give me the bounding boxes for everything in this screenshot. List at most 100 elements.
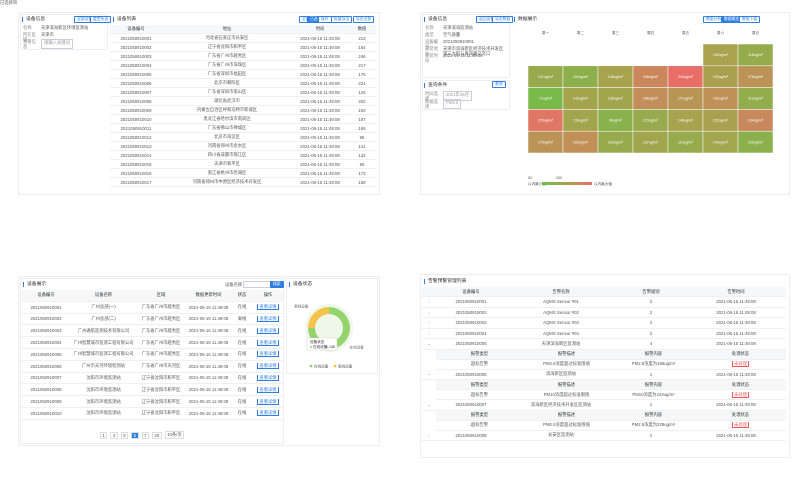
detail-button[interactable]: 查看详情 bbox=[257, 327, 279, 334]
table-row: › 2021050910001 AQMS Sensor #01 2 2021-06-15… bbox=[422, 297, 786, 308]
table-cell: 四川省成都市锦江区 bbox=[162, 152, 292, 158]
table-cell: 查看详情 bbox=[253, 327, 283, 334]
search-input[interactable] bbox=[243, 281, 271, 288]
table-row: 2021050910006 北京市朝阳区 2021-06-15 11:49:08 22… bbox=[110, 79, 376, 88]
cell-label: 146ug/m³ bbox=[608, 75, 624, 79]
expand-toggle[interactable]: ⌄ bbox=[427, 401, 431, 407]
cell-text: 2021-06-15 11:49:08 bbox=[188, 316, 229, 322]
table-cell: 内蒙古自治区呼和浩特市新城区 bbox=[162, 107, 292, 113]
detail-button[interactable]: 查看详情 bbox=[257, 363, 279, 370]
table-row: › 2021050910004 AQMS Sensor #04 2 2021-06-15… bbox=[422, 329, 786, 339]
expand-toggle[interactable]: › bbox=[428, 320, 430, 326]
cell-label: 194ug/m³ bbox=[748, 119, 764, 123]
table-cell: 2021050910015 bbox=[110, 162, 162, 167]
cell-text: 广东省广州市越秀区 bbox=[141, 351, 181, 357]
field: 安装时间 2021-05-15 11:49:08 bbox=[425, 53, 507, 63]
table-cell: 在线 bbox=[231, 340, 253, 346]
table-cell: 2021050910005 bbox=[21, 352, 71, 357]
day-label: 周六 bbox=[717, 30, 725, 35]
cell-text: 2021-06-15 11:49:08 bbox=[300, 170, 340, 176]
field-value[interactable]: 2021年06月 bbox=[443, 91, 472, 101]
cell-text: PM2.5浓度为186ug/m³ bbox=[631, 361, 676, 366]
cell-text: 2021050910012 bbox=[120, 134, 152, 140]
page-button[interactable]: 10条/页 bbox=[164, 431, 185, 439]
field-value[interactable]: PM2.5 bbox=[443, 99, 462, 109]
legend-label: 离线设备 bbox=[338, 363, 353, 368]
table-cell: 2021050910004 bbox=[455, 330, 487, 336]
table-row: ⌄ 2021050910006 滨海新区监测站 1 2021-06-15 11:49:0… bbox=[422, 370, 786, 380]
cell-text: 天津市和平区 bbox=[214, 161, 240, 166]
cell-text: 在线 bbox=[237, 398, 247, 404]
min-label: 以内最小值 bbox=[528, 181, 546, 186]
table-row: › 2021050910008 长安区监测站 1 2021-06-15 11:49:08 bbox=[422, 431, 786, 441]
tab[interactable]: 数据下载 bbox=[739, 16, 761, 23]
expand-toggle[interactable]: › bbox=[428, 309, 430, 315]
button[interactable]: 重置所选 bbox=[90, 16, 112, 23]
cell-text: 2021-06-15 11:49:08 bbox=[300, 143, 340, 149]
page-button[interactable]: 5 bbox=[120, 431, 129, 439]
cell-text: 广东省广州市越秀区 bbox=[207, 53, 247, 58]
scale-max: 250 bbox=[556, 176, 562, 180]
table-cell: AQMS Sensor #02 bbox=[543, 309, 579, 315]
cell-text: 2021050910002 bbox=[120, 44, 152, 50]
toolbar-label: 已选择项 bbox=[0, 0, 18, 5]
detail-button[interactable]: 查看详情 bbox=[257, 315, 279, 322]
detail-button[interactable]: 查看详情 bbox=[257, 410, 279, 417]
table-cell: 2021-06-15 11:49:08 bbox=[186, 340, 231, 345]
detail-button[interactable]: 查看详情 bbox=[257, 386, 279, 393]
detail-button[interactable]: 查看详情 bbox=[257, 339, 279, 346]
detail-button[interactable]: 查看详情 bbox=[257, 304, 279, 311]
section-title: 设备信息 bbox=[424, 17, 447, 22]
scale-bar bbox=[542, 182, 592, 185]
cell-text: PM2.5浓度超过标准限值 bbox=[543, 361, 590, 366]
button[interactable]: 查询 bbox=[492, 81, 506, 88]
detail-button[interactable]: 查看详情 bbox=[257, 351, 279, 358]
expand-toggle[interactable]: › bbox=[428, 299, 430, 305]
table-cell: 广州智慧城市监测工程有限公司 bbox=[71, 351, 136, 357]
sub-column-header: 处理状态 bbox=[731, 381, 750, 387]
table-cell: 查看详情 bbox=[253, 398, 283, 405]
search-button[interactable]: 搜索 bbox=[270, 281, 284, 288]
sub-cell: 未处理 bbox=[697, 361, 784, 367]
cell-label: 171ug/m³ bbox=[678, 97, 694, 101]
cell-text: 2021050910003 bbox=[120, 53, 152, 59]
sub-cell: 未处理 bbox=[697, 391, 784, 398]
button[interactable]: 导出数据 bbox=[492, 16, 514, 23]
expand-toggle[interactable]: ⌄ bbox=[427, 371, 431, 377]
tooltip-name: 在线设备 bbox=[313, 344, 328, 349]
cell-text: 2021050910011 bbox=[120, 125, 152, 131]
button[interactable]: 批量导出 bbox=[331, 16, 353, 23]
page-button[interactable]: 6 bbox=[131, 431, 139, 439]
field-label: 名称 bbox=[425, 25, 434, 30]
page-button[interactable]: 4 bbox=[110, 431, 118, 439]
slice-label: 离线设备 bbox=[294, 303, 309, 308]
page-button[interactable]: 1 bbox=[100, 431, 108, 439]
page-button[interactable]: 20 bbox=[151, 431, 162, 439]
field-label: 安装地址 bbox=[425, 46, 438, 56]
table-cell: 165 bbox=[348, 126, 376, 131]
table-cell: 在线 bbox=[231, 410, 253, 416]
sub-column-header: 报警描述 bbox=[557, 412, 576, 417]
cell-text: 96 bbox=[359, 161, 365, 167]
detail-button[interactable]: 查看详情 bbox=[257, 398, 279, 405]
expand-toggle[interactable]: ⌄ bbox=[427, 340, 431, 346]
cell-text: 213 bbox=[358, 35, 366, 41]
table-cell: 离线 bbox=[231, 316, 253, 322]
table-row: 2021050910001 广州总部(一) 广东省广州市越秀区 2021-06-15 … bbox=[21, 302, 283, 314]
cell-text: 126 bbox=[358, 89, 366, 95]
cell-text: 2021050910010 bbox=[120, 116, 152, 122]
table-cell: 2021050910010 bbox=[21, 411, 71, 416]
page-button[interactable]: 7 bbox=[141, 431, 149, 439]
detail-button[interactable]: 查看详情 bbox=[257, 374, 279, 381]
cell-text: 在线 bbox=[237, 304, 247, 310]
field-value: 天津市滨海新区经济技术开发区第三大街与黄海路交叉口 bbox=[443, 46, 504, 56]
button[interactable]: 导出全部 bbox=[353, 16, 375, 23]
table-cell: 天津市和平区 bbox=[162, 161, 292, 167]
expand-toggle[interactable]: › bbox=[428, 432, 430, 438]
expand-toggle[interactable]: › bbox=[428, 330, 430, 336]
cell-text: 2021-06-15 11:49:08 bbox=[300, 179, 340, 185]
table-row: 2021050910015 天津市和平区 2021-06-15 11:49:08 96 bbox=[110, 160, 376, 169]
info-box bbox=[20, 14, 108, 50]
cell-label: 113ug/m³ bbox=[748, 97, 764, 101]
button[interactable]: 操作 bbox=[318, 16, 332, 23]
